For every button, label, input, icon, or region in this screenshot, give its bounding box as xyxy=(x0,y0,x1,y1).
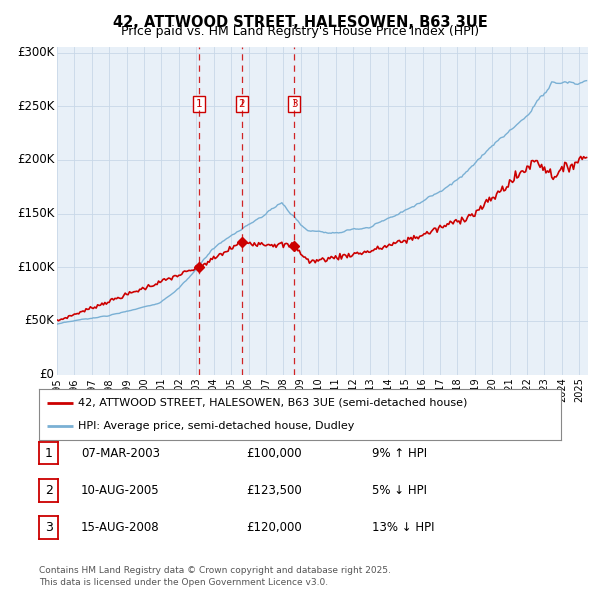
Text: 10-AUG-2005: 10-AUG-2005 xyxy=(81,484,160,497)
Text: 1: 1 xyxy=(44,447,53,460)
Text: 2: 2 xyxy=(238,99,245,109)
Text: Price paid vs. HM Land Registry's House Price Index (HPI): Price paid vs. HM Land Registry's House … xyxy=(121,25,479,38)
Text: 3: 3 xyxy=(44,521,53,534)
Text: £300K: £300K xyxy=(17,46,55,59)
Text: 42, ATTWOOD STREET, HALESOWEN, B63 3UE: 42, ATTWOOD STREET, HALESOWEN, B63 3UE xyxy=(113,15,487,30)
Text: 42, ATTWOOD STREET, HALESOWEN, B63 3UE (semi-detached house): 42, ATTWOOD STREET, HALESOWEN, B63 3UE (… xyxy=(78,398,467,408)
Text: HPI: Average price, semi-detached house, Dudley: HPI: Average price, semi-detached house,… xyxy=(78,421,355,431)
Text: 2: 2 xyxy=(44,484,53,497)
Text: 1: 1 xyxy=(196,99,203,109)
Text: 15-AUG-2008: 15-AUG-2008 xyxy=(81,521,160,534)
Text: Contains HM Land Registry data © Crown copyright and database right 2025.
This d: Contains HM Land Registry data © Crown c… xyxy=(39,566,391,587)
Text: £123,500: £123,500 xyxy=(246,484,302,497)
Text: 5% ↓ HPI: 5% ↓ HPI xyxy=(372,484,427,497)
Text: 07-MAR-2003: 07-MAR-2003 xyxy=(81,447,160,460)
Text: £50K: £50K xyxy=(25,314,55,327)
Text: 13% ↓ HPI: 13% ↓ HPI xyxy=(372,521,434,534)
Text: £120,000: £120,000 xyxy=(246,521,302,534)
Text: £100K: £100K xyxy=(17,261,55,274)
Text: £200K: £200K xyxy=(17,153,55,166)
Text: £0: £0 xyxy=(40,368,55,381)
Text: £150K: £150K xyxy=(17,207,55,220)
Text: 3: 3 xyxy=(291,99,298,109)
Text: £250K: £250K xyxy=(17,100,55,113)
Text: 9% ↑ HPI: 9% ↑ HPI xyxy=(372,447,427,460)
Text: £100,000: £100,000 xyxy=(246,447,302,460)
